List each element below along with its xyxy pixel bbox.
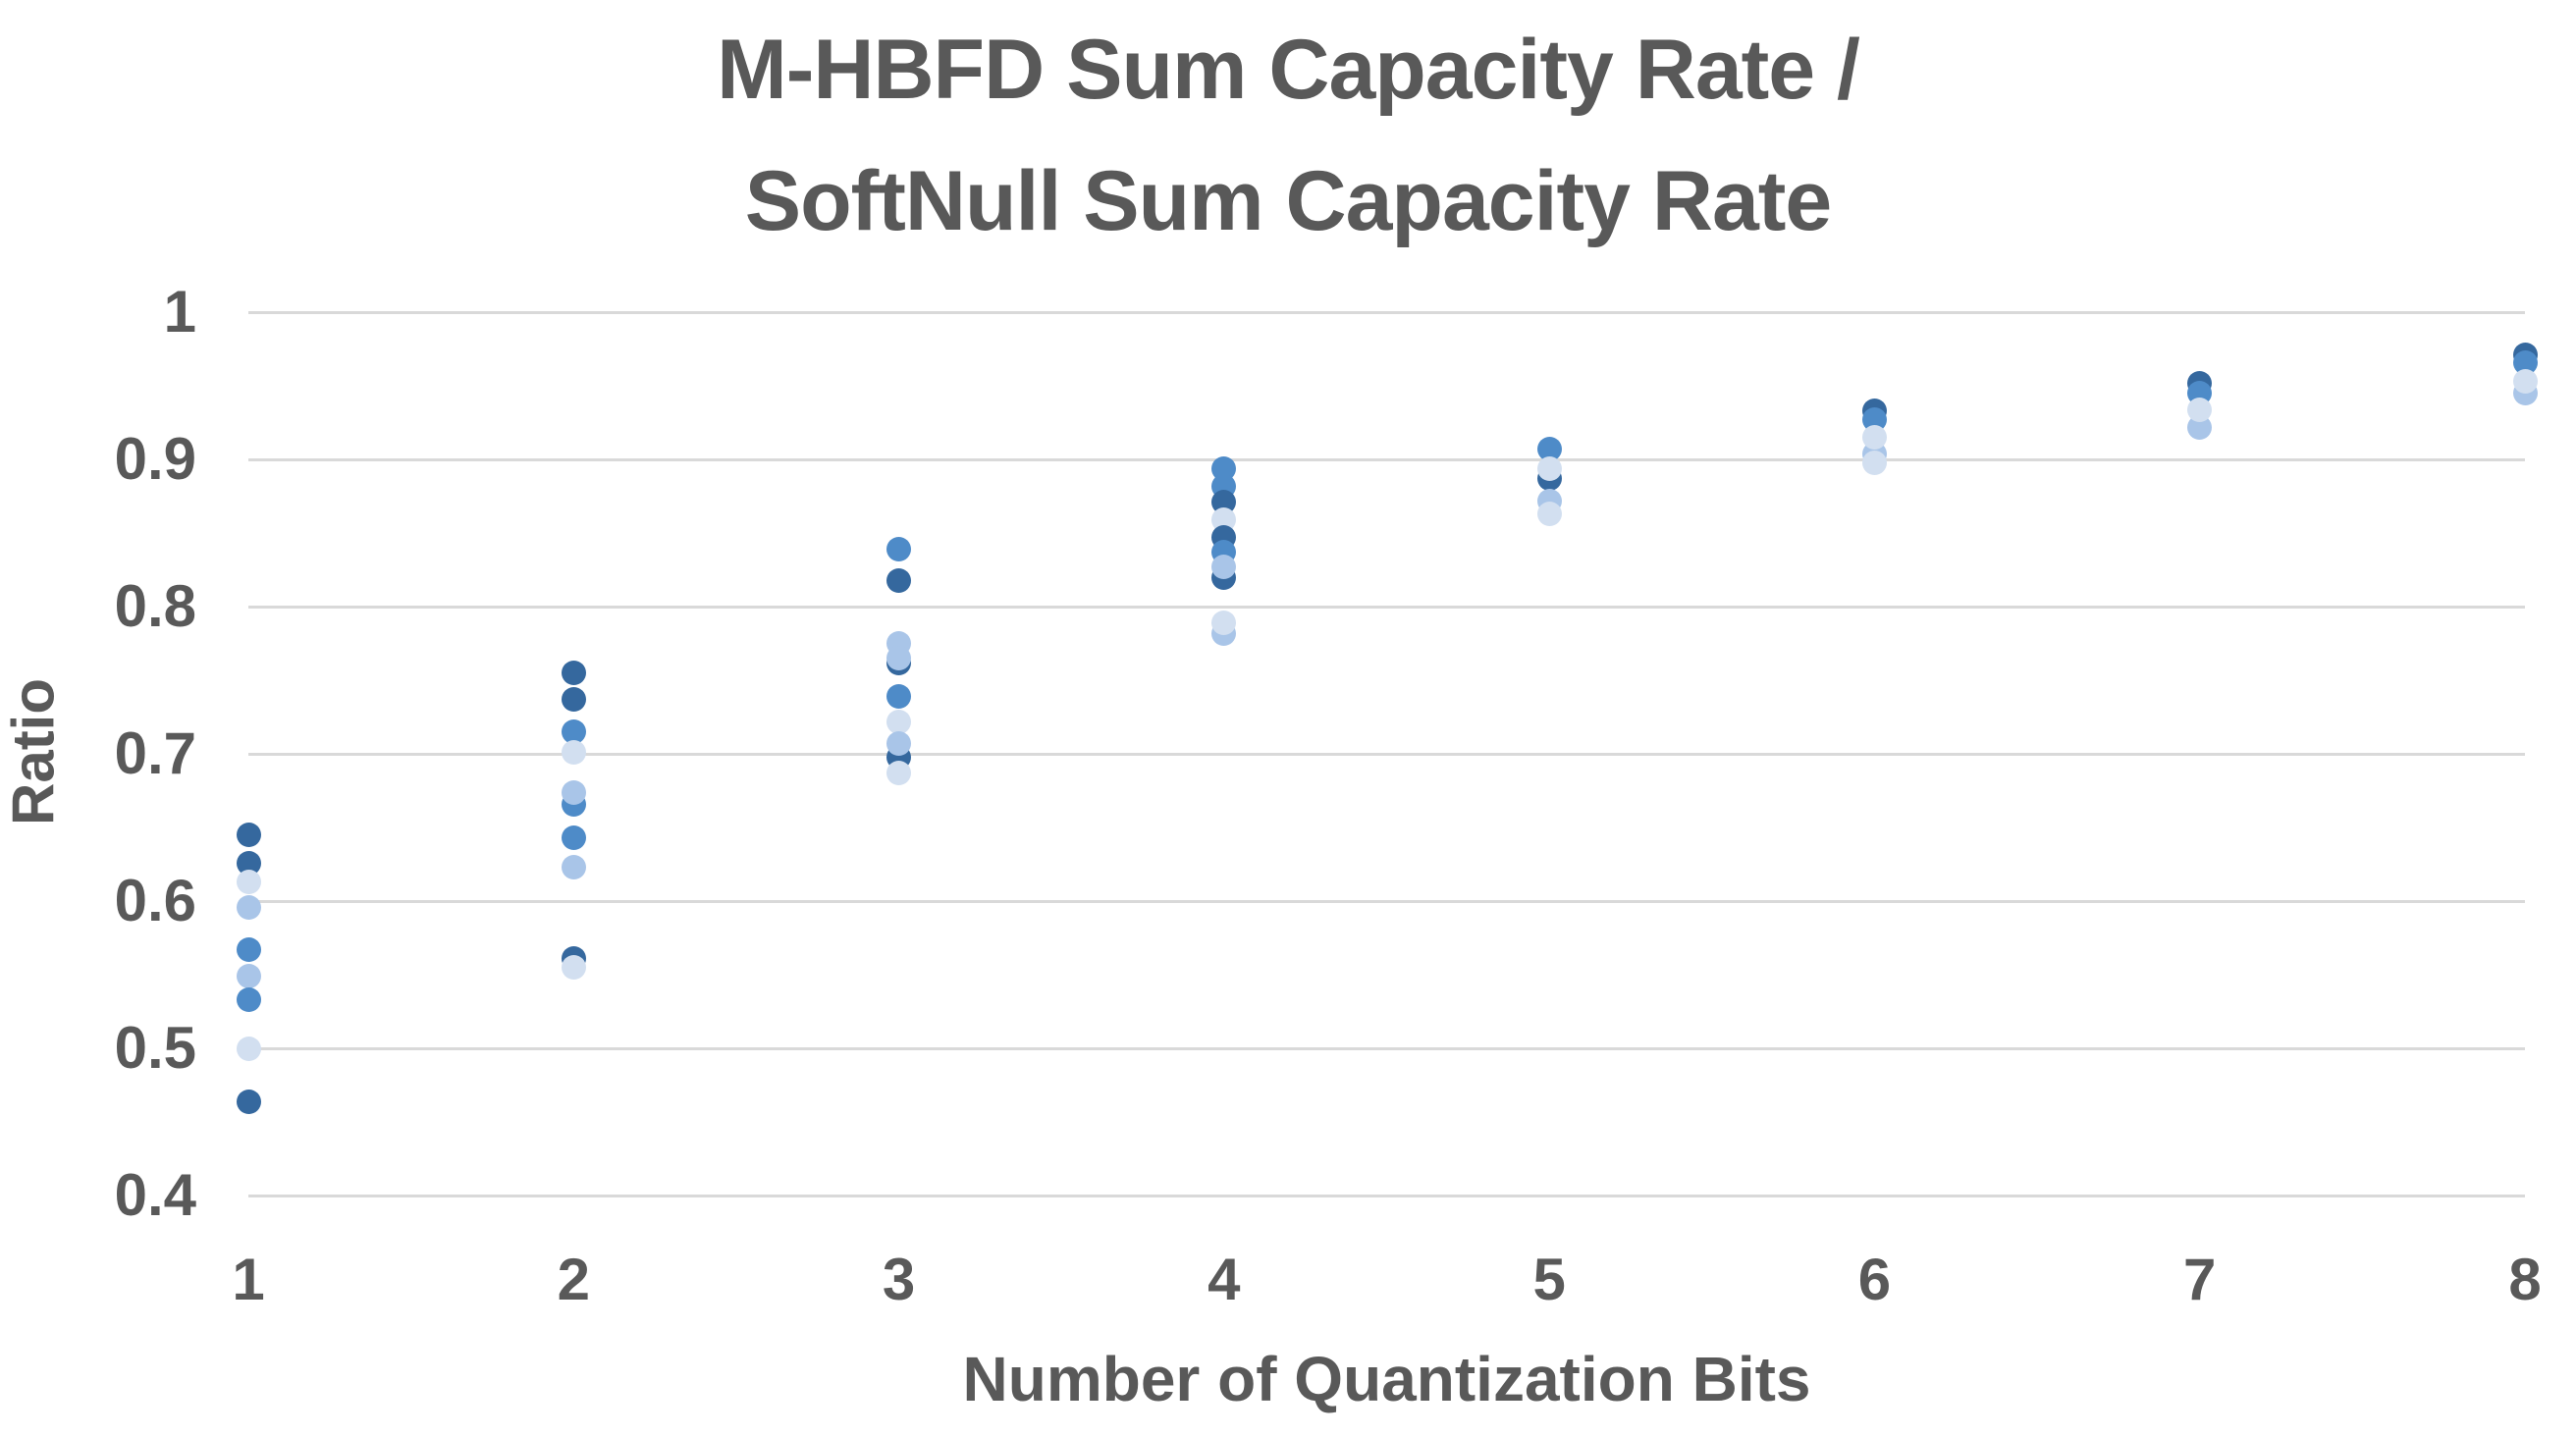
data-point (886, 761, 912, 785)
x-tick-label: 4 (1208, 1247, 1241, 1312)
x-tick-label: 6 (1857, 1247, 1892, 1312)
data-point (561, 825, 586, 850)
y-tick-label: 0.5 (114, 1015, 196, 1081)
y-tick-label: 0.7 (114, 720, 196, 786)
data-point (236, 964, 261, 988)
data-point (236, 894, 261, 920)
data-point (1861, 450, 1887, 475)
y-tick-label: 1 (163, 279, 196, 345)
data-point (1536, 502, 1562, 526)
x-tick-label: 1 (232, 1247, 265, 1312)
chart-title-line-2: SoftNull Sum Capacity Rate (744, 154, 1833, 248)
data-point (236, 823, 261, 847)
data-point (1536, 455, 1562, 481)
data-point (886, 646, 912, 670)
data-point (2187, 397, 2213, 422)
gridline (248, 752, 2525, 756)
data-point (1211, 555, 1237, 579)
gridline (248, 1046, 2525, 1050)
gridline (248, 1194, 2525, 1197)
data-point (236, 1089, 261, 1114)
gridline (248, 457, 2525, 461)
x-tick-label: 7 (2183, 1247, 2217, 1312)
data-point (561, 855, 586, 879)
x-tick-label: 2 (557, 1247, 590, 1312)
data-point (561, 661, 586, 685)
data-point (561, 740, 586, 765)
gridline (248, 899, 2525, 903)
y-tick-label: 0.4 (114, 1162, 196, 1228)
data-point (886, 731, 912, 756)
data-point (1211, 611, 1237, 635)
data-point (561, 955, 586, 980)
data-point (236, 937, 261, 962)
y-tick-label: 0.8 (114, 573, 196, 639)
data-point (561, 719, 586, 744)
data-point (236, 870, 261, 894)
gridline (248, 605, 2525, 609)
x-tick-label: 5 (1532, 1247, 1566, 1312)
x-tick-label: 8 (2508, 1247, 2542, 1312)
data-point (236, 1036, 261, 1061)
y-tick-label: 0.6 (114, 868, 196, 933)
data-point (886, 537, 912, 561)
chart-title: M-HBFD Sum Capacity Rate / SoftNull Sum … (0, 4, 2576, 267)
data-point (886, 567, 912, 593)
gridline (248, 310, 2525, 314)
data-point (561, 779, 586, 805)
data-point (2512, 369, 2538, 394)
data-point (886, 709, 912, 734)
data-point (886, 684, 912, 709)
x-axis-title: Number of Quantization Bits (962, 1344, 1811, 1414)
y-tick-label: 0.9 (114, 426, 196, 492)
x-tick-label: 3 (882, 1247, 916, 1312)
data-point (561, 687, 586, 712)
data-point (1861, 425, 1887, 450)
chart-title-line-1: M-HBFD Sum Capacity Rate / (717, 23, 1860, 117)
data-point (236, 987, 261, 1012)
